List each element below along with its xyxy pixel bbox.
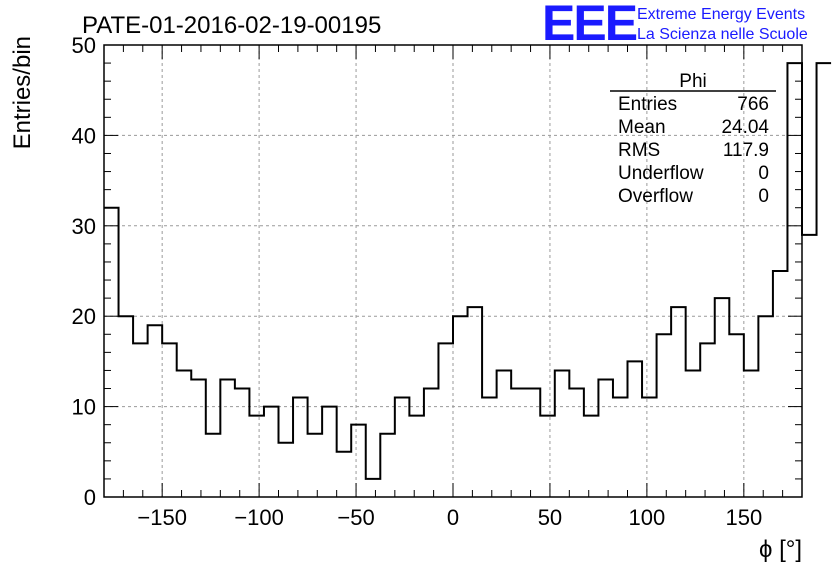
chart-title: PATE-01-2016-02-19-00195: [82, 12, 381, 39]
histogram-line: [104, 62, 832, 480]
stats-label: Underflow: [618, 163, 704, 184]
axis-ticks: [103, 44, 803, 498]
y-tick-label: 40: [72, 123, 96, 148]
stats-value: 24.04: [721, 117, 769, 138]
y-tick-label: 50: [72, 33, 96, 58]
logo-line-1: Extreme Energy Events: [637, 6, 805, 23]
x-tick-label: 0: [447, 505, 459, 530]
x-axis-label: ϕ [°]: [759, 536, 802, 563]
stats-rows: Entries 766 Mean 24.04 RMS 117.9 Underflow 0 Ove…: [618, 94, 769, 207]
stats-value: 117.9: [723, 140, 769, 161]
x-tick-label: 100: [629, 505, 666, 530]
grid-lines: [104, 45, 802, 497]
stats-label: Overflow: [618, 186, 693, 207]
y-tick-label: 20: [72, 304, 96, 329]
logo-line-2: La Scienza nelle Scuole: [637, 26, 808, 43]
stats-title: Phi: [679, 71, 706, 92]
stats-box: Phi Entries 766 Mean 24.04 RMS 117.9 Underflow…: [610, 71, 776, 207]
x-tick-label: −100: [234, 505, 284, 530]
x-tick-label: −150: [137, 505, 187, 530]
y-tick-label: 0: [84, 485, 96, 510]
x-tick-label: 50: [538, 505, 562, 530]
stats-label: RMS: [618, 140, 660, 161]
stats-label: Entries: [618, 94, 677, 115]
y-axis-label: Entries/bin: [9, 36, 36, 149]
eee-logo-mark: EEE: [542, 0, 637, 51]
stats-value: 0: [758, 186, 769, 207]
y-tick-labels: 0 10 20 30 40 50: [72, 33, 96, 510]
x-tick-label: 150: [725, 505, 762, 530]
x-tick-label: −50: [337, 505, 374, 530]
y-tick-label: 30: [72, 214, 96, 239]
y-tick-label: 10: [72, 395, 96, 420]
x-tick-labels: −150 −100 −50 0 50 100 150: [137, 505, 762, 530]
stats-value: 0: [758, 163, 769, 184]
stats-value: 766: [737, 94, 769, 115]
stats-label: Mean: [618, 117, 666, 138]
